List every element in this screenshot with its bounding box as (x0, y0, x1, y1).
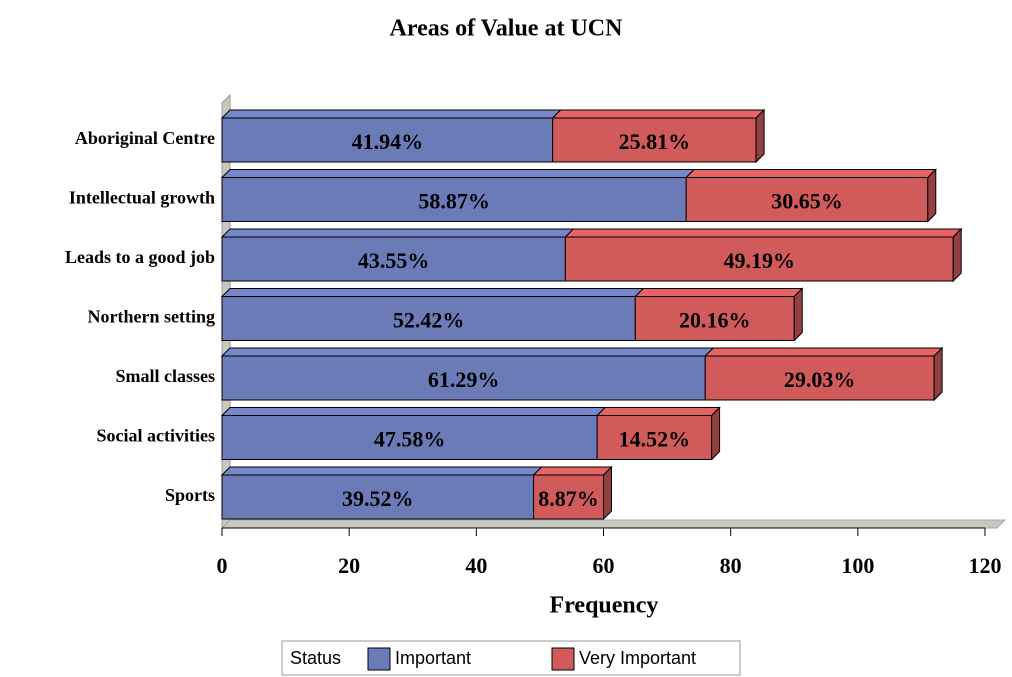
floor (220, 519, 1007, 529)
value-label: 61.29% (428, 367, 500, 392)
legend-label: Important (395, 648, 471, 668)
value-label: 25.81% (619, 129, 691, 154)
bar (221, 474, 535, 520)
bar (685, 177, 929, 222)
x-tick-label: 20 (338, 553, 360, 578)
bar-top (532, 466, 613, 476)
value-label: 20.16% (679, 308, 751, 333)
bar-side (755, 108, 765, 164)
bar (704, 355, 935, 401)
bar (634, 296, 795, 341)
bar-side (952, 227, 962, 283)
bar-top (684, 169, 937, 178)
bar-top (220, 466, 543, 476)
value-label: 39.52% (342, 486, 414, 511)
x-tick-label: 120 (969, 553, 1002, 578)
bar-top (220, 169, 696, 178)
bar (533, 474, 605, 520)
y-tick-label: Small classes (115, 366, 215, 386)
chart-title: Areas of Value at UCN (390, 16, 624, 42)
bar-side (933, 346, 943, 402)
x-tick-label: 40 (465, 553, 487, 578)
x-tick-label: 80 (720, 553, 742, 578)
bar (221, 177, 687, 222)
bar-top (704, 347, 944, 357)
y-tick-label: Sports (165, 485, 215, 505)
legend (281, 640, 741, 676)
value-label: 29.03% (784, 367, 856, 392)
value-label: 58.87% (418, 189, 490, 214)
value-label: 14.52% (619, 427, 691, 452)
x-tick-label: 60 (593, 553, 615, 578)
bar-top (220, 347, 715, 357)
value-label: 8.87% (538, 486, 599, 511)
bar-side (603, 465, 612, 521)
bar-side (927, 168, 937, 223)
bar (221, 296, 636, 341)
bar (221, 355, 706, 401)
bar-top (634, 288, 804, 297)
value-label: 49.19% (724, 248, 796, 273)
value-label: 47.58% (374, 427, 446, 452)
bar-top (220, 288, 645, 297)
legend-label: Very Important (579, 648, 696, 668)
bar-side (793, 287, 803, 342)
value-label: 52.42% (393, 308, 465, 333)
y-tick-label: Leads to a good job (65, 247, 215, 267)
bar-top (220, 407, 607, 416)
legend-swatch (551, 647, 575, 671)
y-tick-label: Intellectual growth (69, 188, 215, 208)
bar (221, 236, 566, 282)
bar-top (551, 109, 766, 119)
x-tick-label: 0 (217, 553, 228, 578)
bar-top (220, 228, 575, 238)
bar-top (564, 228, 963, 238)
bar (596, 415, 713, 460)
y-tick-label: Social activities (97, 426, 215, 446)
legend-title: Status (290, 648, 341, 668)
value-label: 41.94% (352, 129, 424, 154)
bar-top (595, 407, 721, 416)
bar-top (220, 109, 562, 119)
value-label: 30.65% (771, 189, 843, 214)
bar-side (711, 406, 721, 461)
y-tick-label: Northern setting (88, 307, 215, 327)
x-axis-label: Frequency (550, 593, 659, 619)
x-tick-label: 100 (841, 553, 874, 578)
legend-swatch (367, 647, 391, 671)
value-label: 43.55% (358, 248, 430, 273)
bar (221, 415, 598, 460)
bar (564, 236, 954, 282)
y-tick-label: Aboriginal Centre (75, 128, 215, 148)
bar (221, 117, 554, 163)
